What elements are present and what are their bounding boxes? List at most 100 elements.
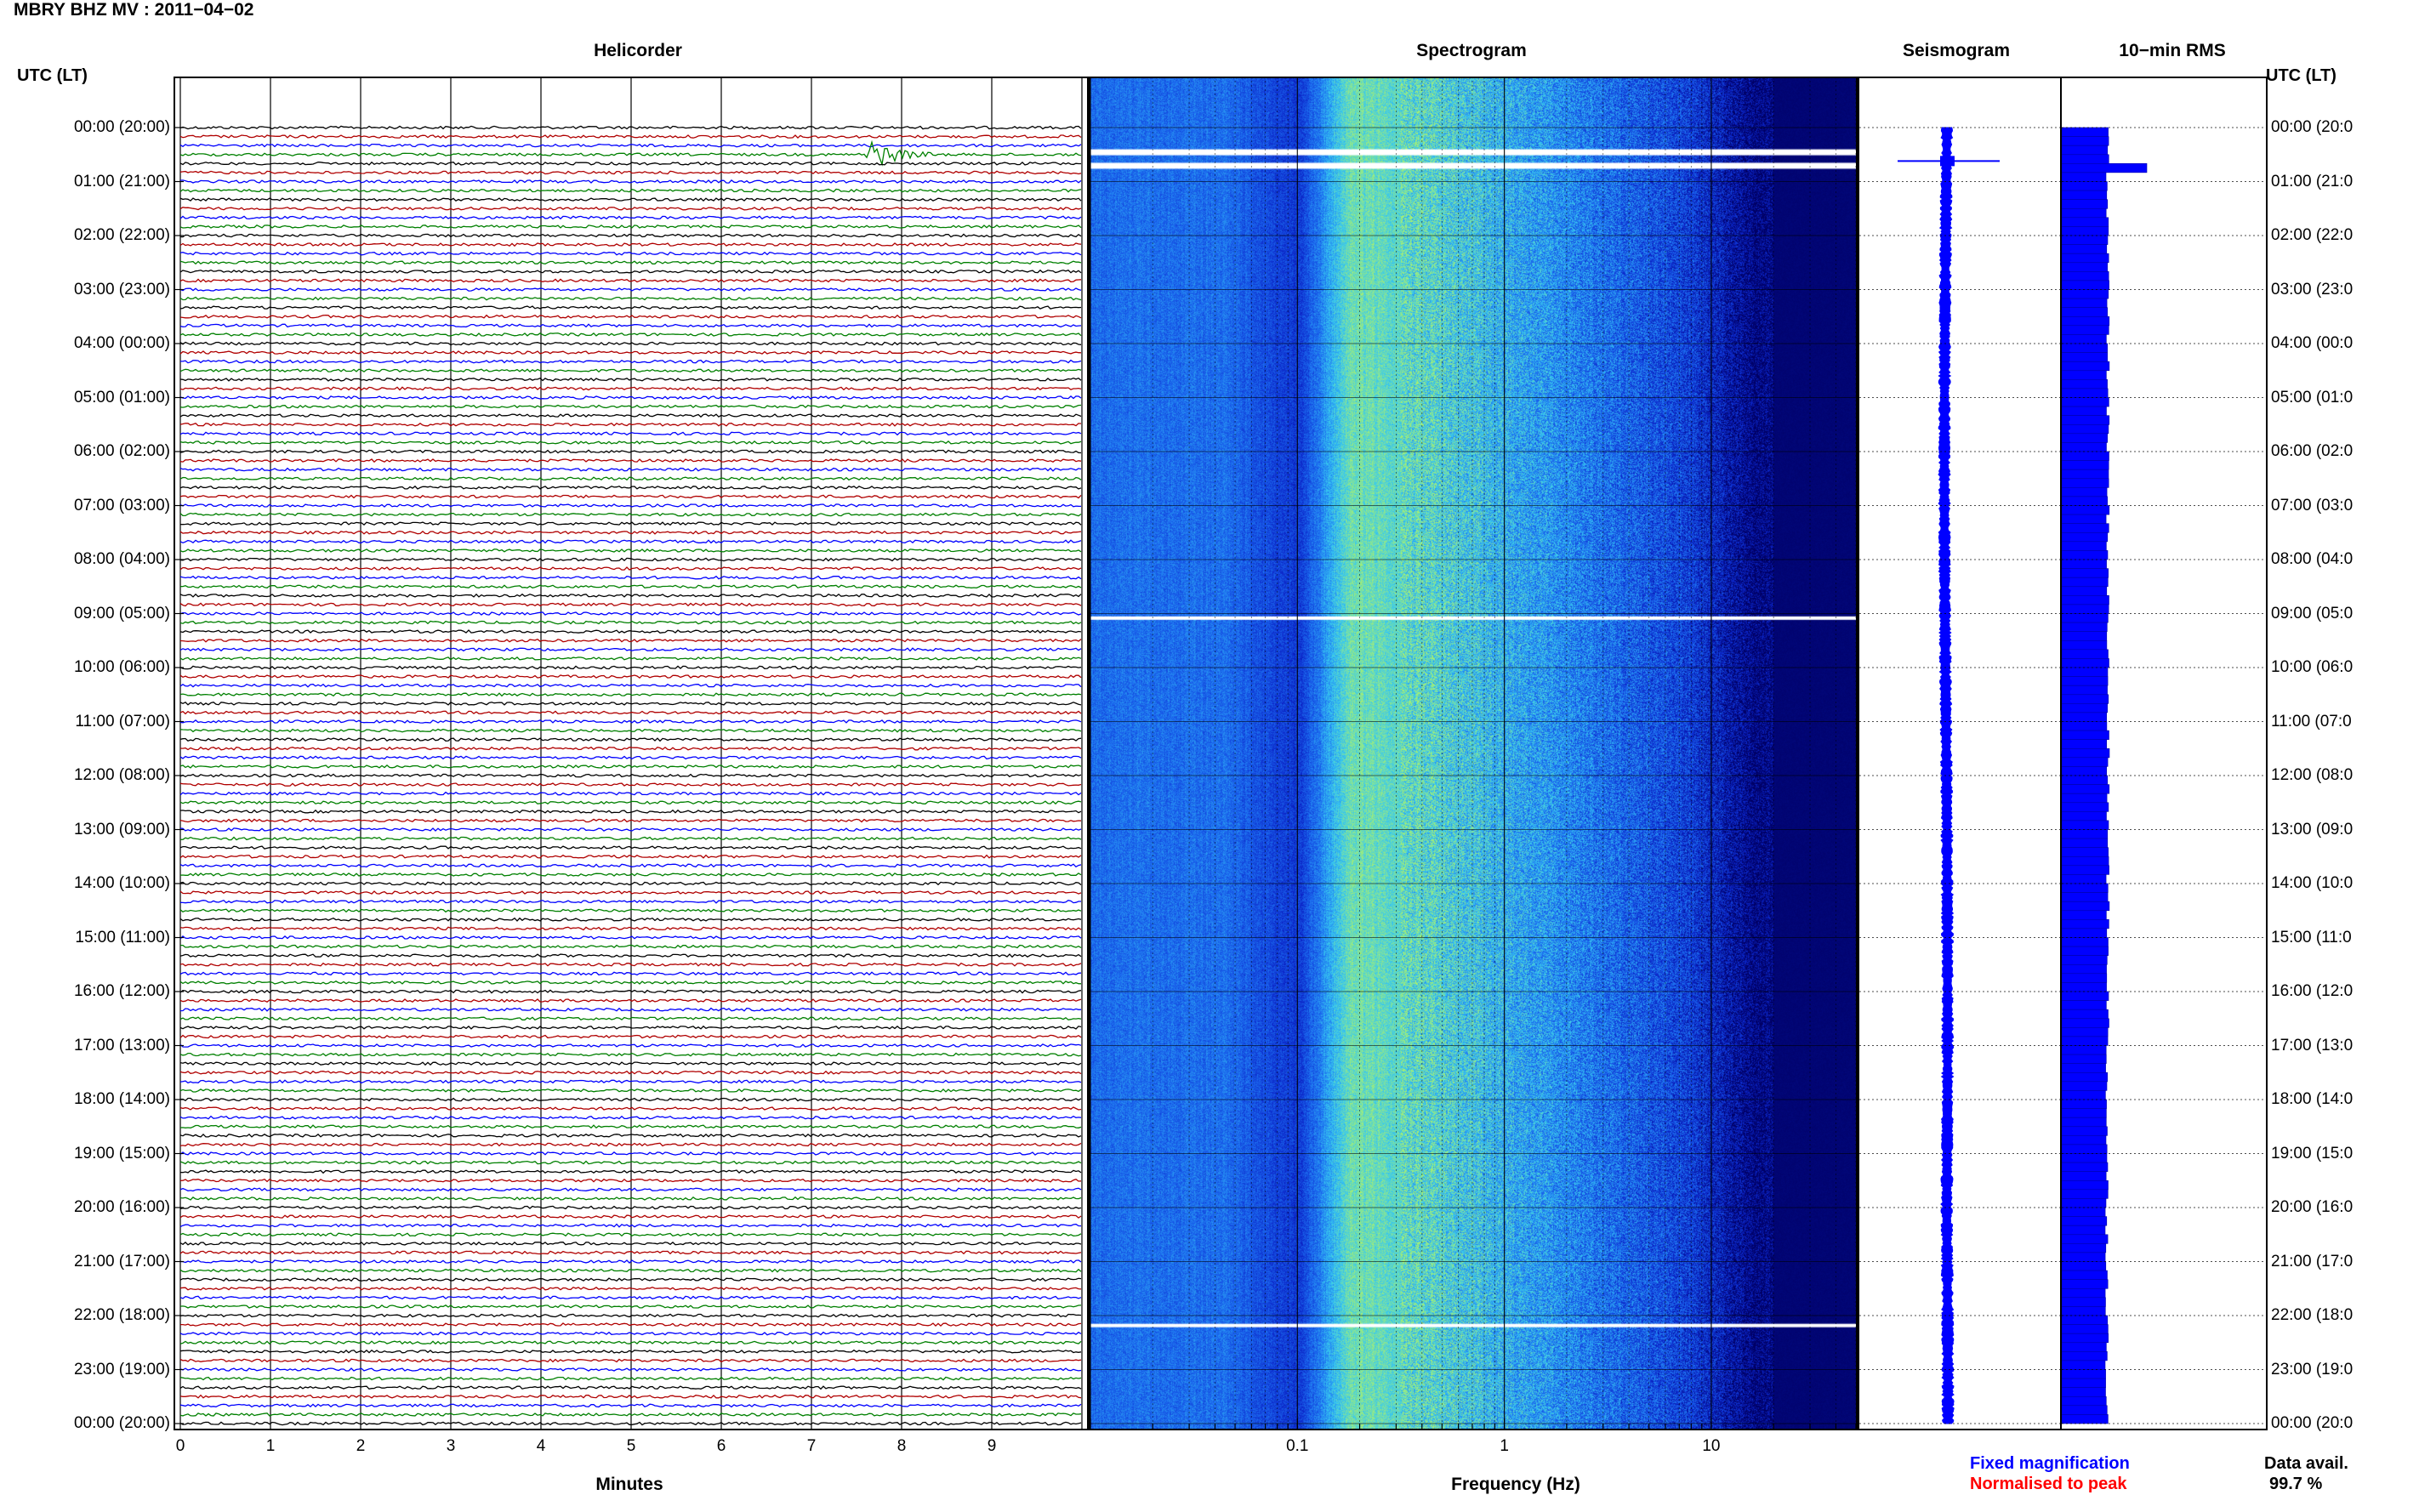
helicorder-trace (179, 1061, 1082, 1066)
helicorder-x-tick: 7 (806, 1437, 817, 1455)
spectrogram-heatmap (1090, 78, 1856, 1429)
right-axis-title: UTC (LT) (2266, 66, 2336, 85)
spectrogram-x-tick: 0.1 (1286, 1437, 1309, 1455)
helicorder-trace (179, 998, 1082, 1003)
rms-bar (2062, 631, 2108, 641)
left-time-label: 06:00 (02:00) (73, 442, 170, 460)
rms-bar (2062, 397, 2109, 407)
helicorder-trace (179, 890, 1082, 895)
helicorder-trace (179, 575, 1082, 580)
rms-bar (2062, 460, 2109, 470)
helicorder-trace (179, 908, 1082, 913)
rms-bar (2062, 910, 2107, 920)
helicorder-trace (179, 1034, 1082, 1039)
rms-bar (2062, 784, 2110, 794)
left-time-label: 04:00 (00:00) (73, 334, 170, 352)
rms-bar (2062, 883, 2109, 893)
helicorder-trace (179, 1331, 1082, 1336)
rms-bar (2062, 423, 2109, 435)
left-time-label: 09:00 (05:00) (73, 604, 170, 622)
rms-bar (2062, 973, 2108, 983)
helicorder-trace (179, 188, 1082, 193)
helicorder-trace (179, 917, 1082, 922)
left-time-label: 15:00 (11:00) (75, 928, 170, 946)
rms-bar (2062, 847, 2109, 857)
right-time-label: 08:00 (04:0 (2271, 550, 2354, 568)
helicorder-x-tick: 9 (987, 1437, 997, 1455)
helicorder-trace (179, 206, 1082, 211)
helicorder-trace (179, 139, 1082, 167)
rms-bar (2062, 253, 2109, 264)
helicorder-trace (179, 1268, 1082, 1273)
helicorder-x-tick: 8 (896, 1437, 907, 1455)
helicorder-trace (179, 566, 1082, 571)
helicorder-trace (179, 980, 1082, 985)
rms-bar (2062, 289, 2109, 299)
helicorder-trace (179, 791, 1082, 796)
helicorder-trace (179, 728, 1082, 733)
helicorder-trace (179, 1241, 1082, 1246)
helicorder-trace (179, 332, 1082, 337)
right-time-label: 20:00 (16:0 (2271, 1198, 2354, 1216)
left-time-label: 20:00 (16:00) (73, 1198, 170, 1216)
helicorder-trace (179, 224, 1082, 229)
helicorder-trace (179, 251, 1082, 256)
rms-bar (2062, 163, 2148, 173)
helicorder-trace (179, 449, 1082, 454)
rms-bar (2062, 298, 2108, 308)
right-time-label: 12:00 (08:0 (2271, 766, 2354, 784)
rms-bar (2062, 1126, 2108, 1136)
rms-bar (2062, 1342, 2107, 1352)
helicorder-trace (179, 530, 1082, 535)
rms-bar (2062, 901, 2110, 912)
rms-bar (2062, 810, 2107, 821)
legend-fixed-magnification: Fixed magnification (1970, 1454, 2130, 1473)
data-avail-value: 99.7 % (2269, 1475, 2323, 1493)
helicorder-trace (179, 377, 1082, 382)
rms-plot (2062, 127, 2266, 1424)
helicorder-trace (179, 1142, 1082, 1147)
right-time-label: 18:00 (14:0 (2271, 1090, 2354, 1108)
right-time-label: 02:00 (22:0 (2271, 226, 2354, 244)
rms-bar (2062, 1315, 2109, 1325)
rms-bar (2062, 658, 2109, 668)
rms-bar (2062, 739, 2108, 749)
rms-bar (2062, 172, 2107, 182)
helicorder-trace (179, 467, 1082, 472)
seismogram-plot (1859, 127, 2062, 1424)
helicorder-trace (179, 305, 1082, 310)
left-time-label: 00:00 (20:00) (73, 1414, 170, 1432)
rms-bar (2062, 1054, 2107, 1064)
rms-bar (2062, 1252, 2106, 1262)
helicorder-trace (179, 863, 1082, 868)
helicorder-trace (179, 1250, 1082, 1255)
rms-bar (2062, 1351, 2108, 1361)
rms-bar (2062, 1279, 2109, 1289)
helicorder-trace (179, 1160, 1082, 1165)
helicorder-trace (179, 755, 1082, 760)
rms-bar (2062, 766, 2108, 776)
helicorder-x-tick: 0 (175, 1437, 185, 1455)
rms-bar (2062, 1153, 2108, 1163)
helicorder-trace (179, 197, 1082, 202)
helicorder-trace (179, 521, 1082, 526)
rms-bar (2062, 892, 2109, 902)
helicorder-trace (179, 1106, 1082, 1111)
helicorder-trace (179, 647, 1082, 652)
rms-bar (2062, 469, 2109, 480)
rms-bar (2062, 1018, 2109, 1028)
helicorder-trace (179, 170, 1082, 175)
helicorder-trace (179, 935, 1082, 940)
rms-bar (2062, 1135, 2107, 1145)
helicorder-trace (179, 1313, 1082, 1318)
rms-bar (2062, 280, 2109, 290)
helicorder-trace (179, 593, 1082, 598)
rms-bar (2062, 1099, 2107, 1109)
spectrogram-title: Spectrogram (1416, 41, 1527, 60)
helicorder-trace (179, 1421, 1082, 1426)
left-time-label: 22:00 (18:00) (73, 1306, 170, 1324)
rms-bar (2062, 496, 2109, 506)
rms-bar (2062, 388, 2109, 398)
rms-bar (2062, 639, 2108, 651)
helicorder-trace (179, 971, 1082, 976)
